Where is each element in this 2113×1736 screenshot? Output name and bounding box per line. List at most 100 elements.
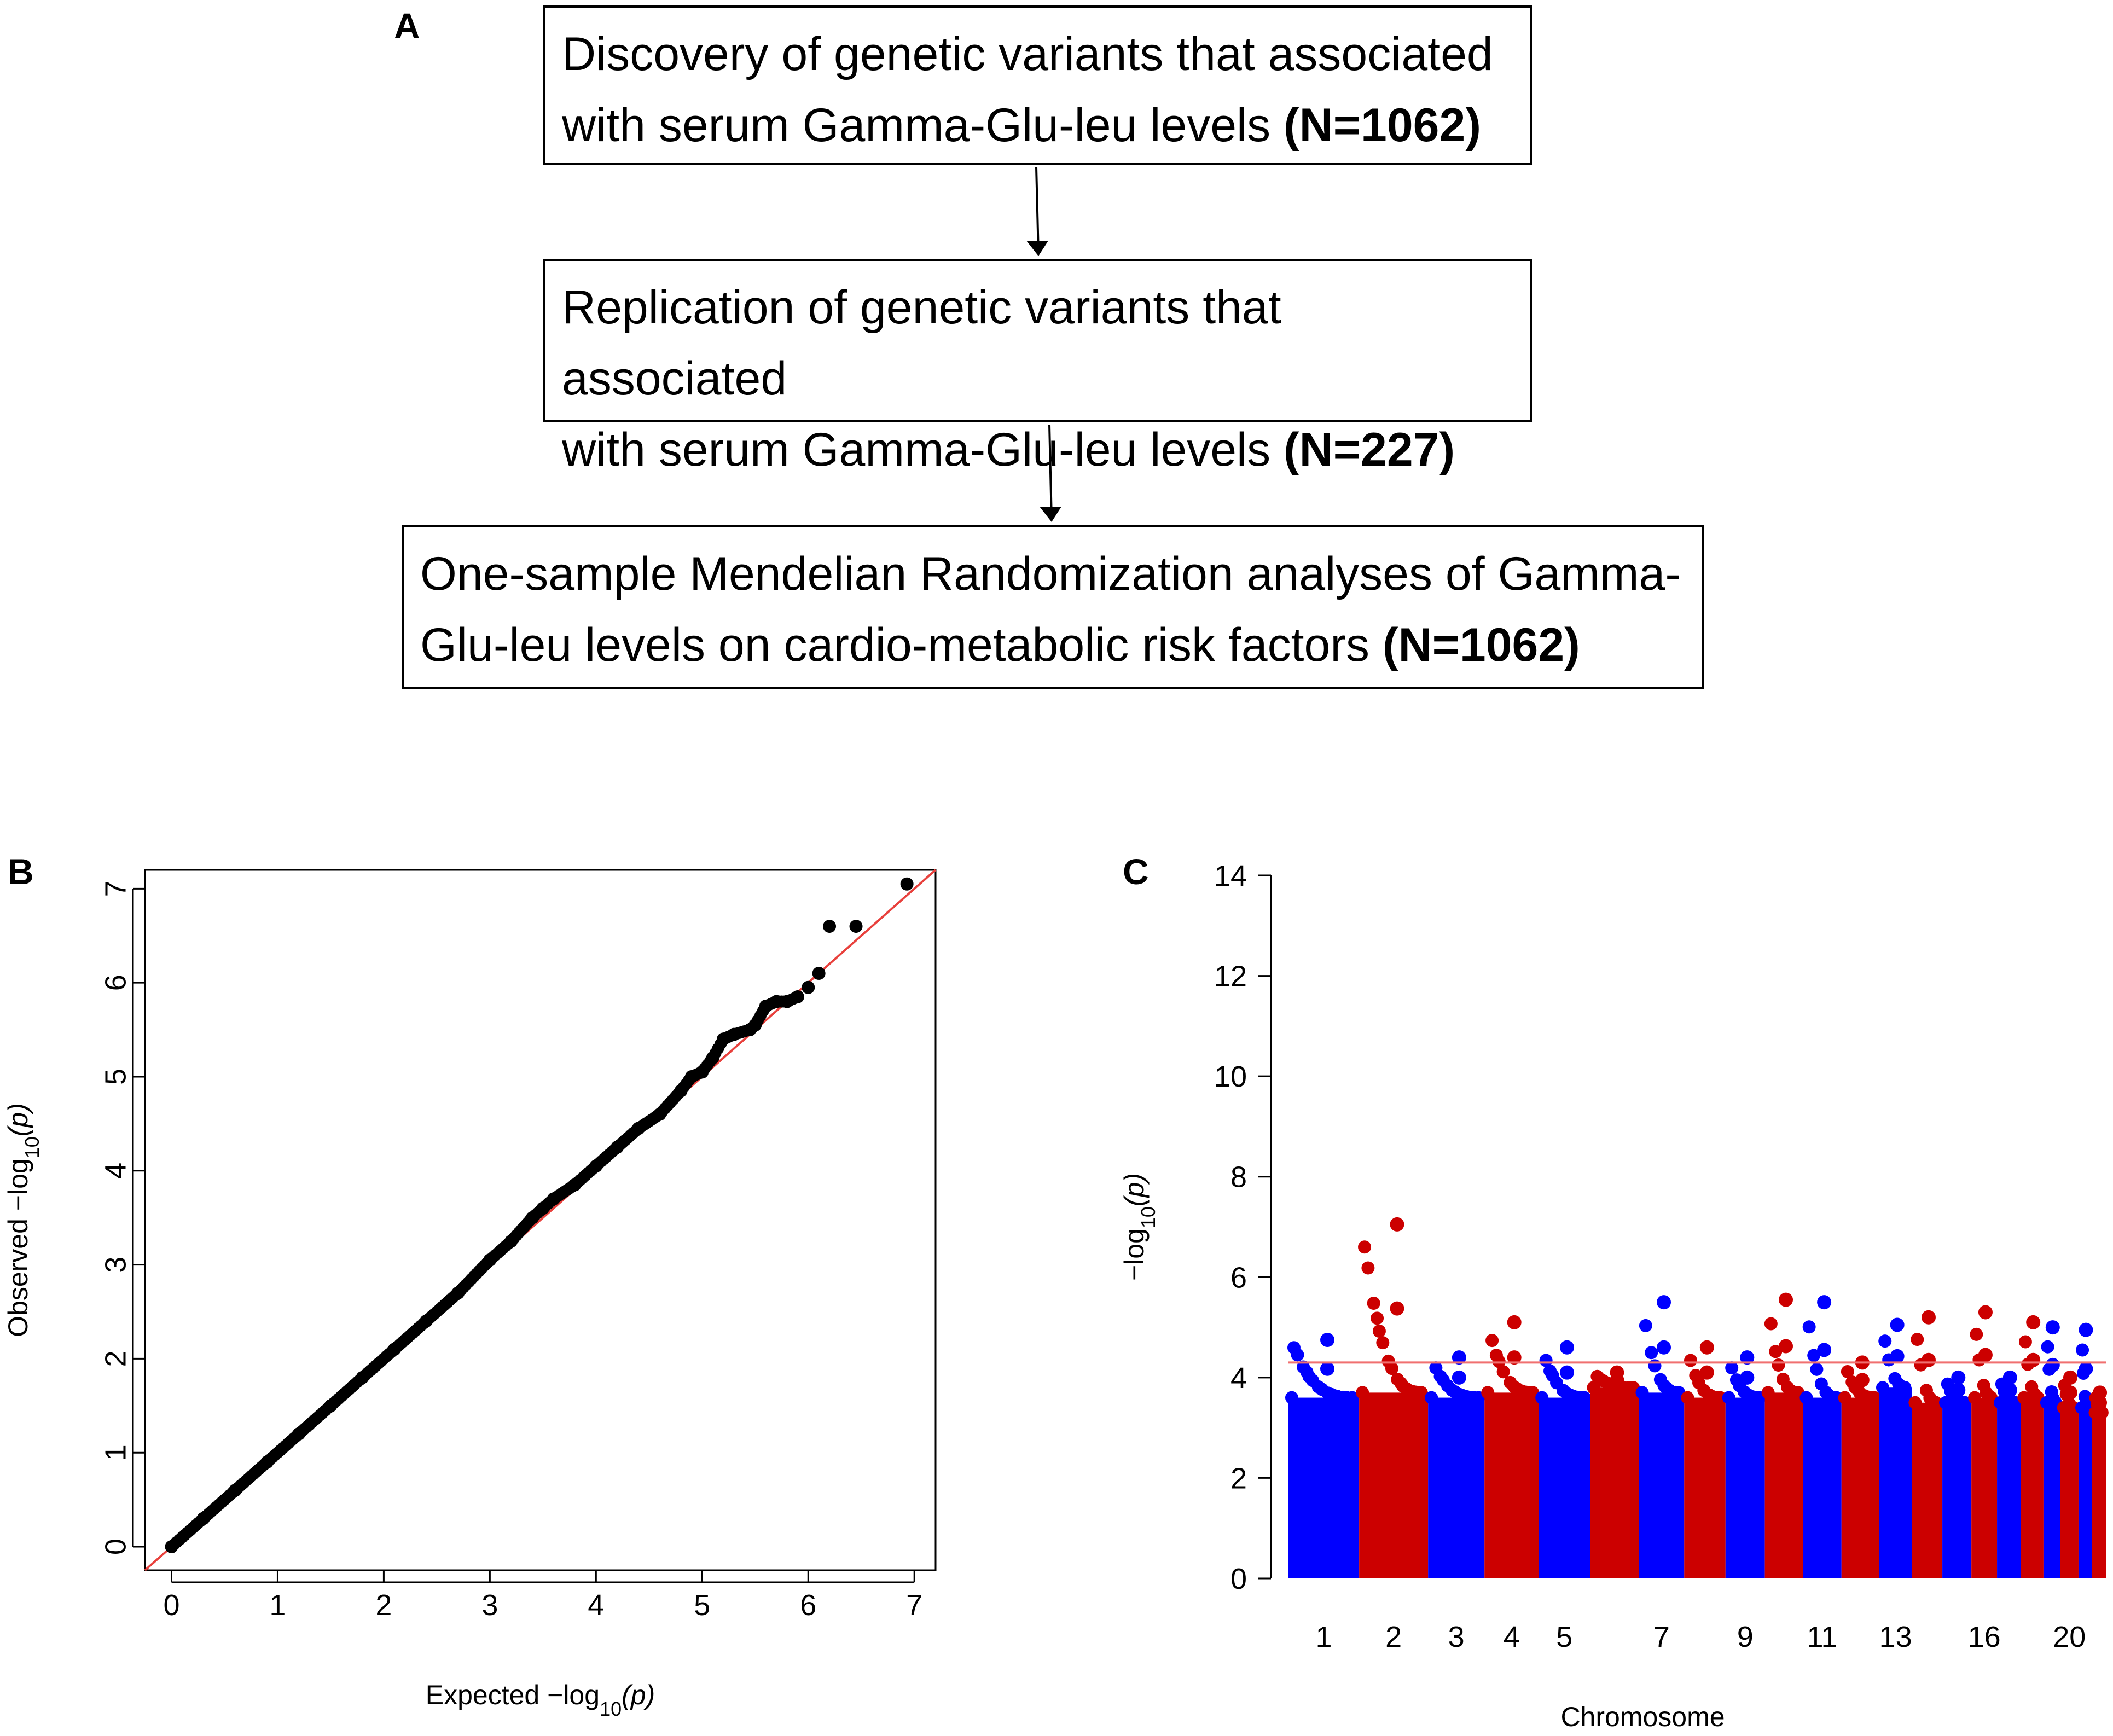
- snp-point: [1810, 1362, 1824, 1376]
- x-tick-label: 1: [269, 1589, 286, 1622]
- sample-size: (N=227): [1284, 423, 1455, 476]
- y-tick-label: 6: [1230, 1261, 1247, 1294]
- x-tick-label: 2: [1385, 1621, 1402, 1653]
- x-axis-title-sub: 10: [600, 1698, 622, 1720]
- snp-point: [1489, 1349, 1503, 1362]
- chromosome-band: [1428, 1397, 1485, 1578]
- y-tick-label: 4: [99, 1163, 132, 1179]
- snp-peak-point: [1390, 1217, 1404, 1232]
- snp-point: [1699, 1365, 1714, 1380]
- snp-peak-point: [1817, 1295, 1832, 1310]
- flowchart-box-discovery: Discovery of genetic variants that assoc…: [543, 5, 1532, 165]
- y-tick-label: 12: [1214, 960, 1247, 993]
- snp-point: [1425, 1391, 1438, 1404]
- snp-point: [2002, 1383, 2017, 1397]
- snp-point: [1519, 1385, 1532, 1399]
- qq-point: [780, 995, 794, 1008]
- chromosome-band: [1971, 1397, 1998, 1578]
- snp-point: [1911, 1333, 1924, 1346]
- qq-point: [706, 1051, 719, 1065]
- y-tick-label: 2: [99, 1350, 132, 1367]
- snp-point: [1978, 1348, 1993, 1362]
- snp-point: [1535, 1391, 1549, 1404]
- snp-point: [1925, 1394, 1939, 1408]
- snp-point: [2041, 1340, 2054, 1354]
- y-tick-label: 0: [1230, 1563, 1247, 1595]
- snp-point: [1941, 1377, 1954, 1391]
- qq-point: [568, 1178, 582, 1192]
- snp-point: [1764, 1317, 1778, 1331]
- qq-point: [791, 990, 804, 1003]
- snp-point: [1955, 1395, 1969, 1409]
- snp-point: [1372, 1325, 1386, 1338]
- snp-point: [1481, 1386, 1495, 1400]
- box-line-2: with serum Gamma-Glu-leu levels (N=227): [562, 414, 1514, 485]
- snp-point: [1684, 1354, 1698, 1367]
- snp-point: [1358, 1240, 1372, 1254]
- snp-peak-point: [1779, 1292, 1793, 1307]
- chromosome-band: [2060, 1407, 2079, 1578]
- flowchart-box-replication: Replication of genetic variants that ass…: [543, 259, 1532, 476]
- y-tick-label: 2: [1230, 1462, 1247, 1495]
- sample-size: (N=1062): [1382, 619, 1580, 671]
- flowchart-box-mendelian-randomization: One-sample Mendelian Randomization analy…: [402, 525, 1704, 689]
- snp-peak-point: [2002, 1370, 2017, 1385]
- snp-point: [1802, 1320, 1816, 1334]
- snp-point: [1814, 1377, 1828, 1391]
- y-tick-label: 3: [99, 1257, 132, 1273]
- box-line-2: with serum Gamma-Glu-leu levels (N=1062): [562, 90, 1514, 161]
- snp-point: [1772, 1358, 1785, 1372]
- chromosome-band: [1841, 1397, 1879, 1578]
- y-axis-title-tail: (p): [3, 1103, 33, 1136]
- y-tick-label: 0: [99, 1538, 132, 1555]
- chromosome-band: [1879, 1387, 1912, 1578]
- snp-point: [1740, 1370, 1755, 1385]
- x-tick-label: 1: [1316, 1621, 1332, 1653]
- chromosome-band: [2021, 1397, 2044, 1578]
- snp-point: [1361, 1261, 1375, 1275]
- panel-label-c: C: [1123, 851, 1149, 892]
- qq-point: [695, 1065, 709, 1079]
- chromosome-band: [2092, 1413, 2106, 1578]
- y-axis-title: −log10(p): [1119, 1173, 1159, 1281]
- chromosome-band: [1639, 1392, 1685, 1578]
- x-tick-label: 7: [1653, 1621, 1670, 1653]
- x-tick-label: 3: [481, 1589, 498, 1622]
- x-tick-label: 5: [694, 1589, 710, 1622]
- snp-point: [1496, 1365, 1510, 1379]
- qq-point: [802, 980, 815, 994]
- snp-point: [1311, 1380, 1325, 1394]
- qq-point: [228, 1483, 242, 1497]
- x-tick-label: 7: [906, 1589, 922, 1622]
- chromosome-band: [1684, 1397, 1726, 1578]
- box-line-2: Glu-leu levels on cardio-metabolic risk …: [420, 609, 1685, 681]
- x-tick-label: 6: [800, 1589, 816, 1622]
- y-tick-label: 14: [1214, 860, 1247, 892]
- snp-peak-point: [1951, 1370, 1966, 1385]
- snp-point: [1878, 1334, 1892, 1348]
- x-axis-title: Expected −log10(p): [426, 1680, 655, 1720]
- qq-point: [653, 1107, 666, 1121]
- snp-point: [1657, 1340, 1671, 1355]
- panel-label-b: B: [8, 851, 34, 892]
- chromosome-band: [1359, 1392, 1429, 1578]
- snp-peak-point: [2063, 1370, 2077, 1385]
- box-line-1: Replication of genetic variants that ass…: [562, 281, 1281, 405]
- y-tick-label: 6: [99, 974, 132, 991]
- x-tick-label: 11: [1807, 1621, 1838, 1653]
- y-tick-label: 10: [1214, 1060, 1247, 1093]
- snp-point: [1390, 1301, 1404, 1316]
- y-axis-title-main: Observed −log: [3, 1158, 33, 1337]
- snp-peak-point: [1560, 1340, 1575, 1355]
- snp-point: [1345, 1391, 1359, 1404]
- chromosome-band: [2043, 1402, 2060, 1578]
- chromosome-band: [1764, 1392, 1803, 1578]
- snp-point: [1287, 1341, 1301, 1355]
- snp-peak-point: [2026, 1315, 2041, 1329]
- sample-size: (N=1062): [1284, 99, 1481, 152]
- y-axis-title-sub: 10: [21, 1136, 43, 1158]
- snp-point: [1610, 1373, 1624, 1387]
- box-line-2-text: with serum Gamma-Glu-leu levels: [562, 99, 1284, 152]
- snp-point: [1371, 1311, 1384, 1325]
